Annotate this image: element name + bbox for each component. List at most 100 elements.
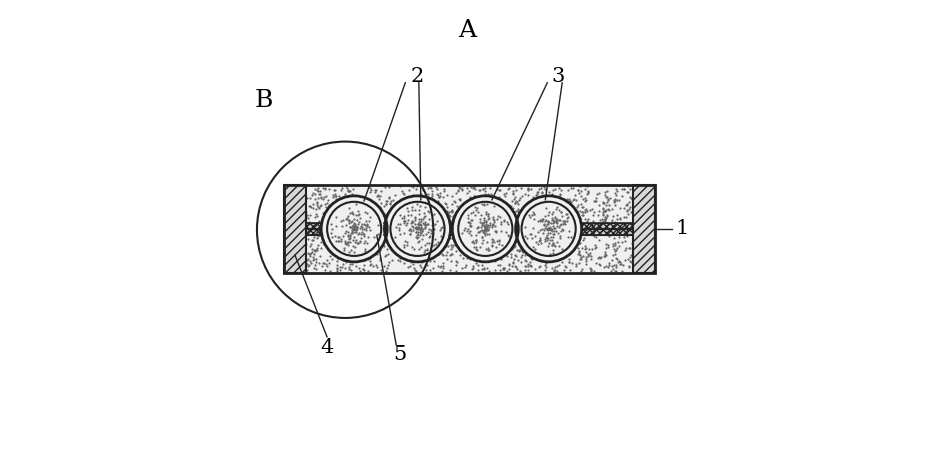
Point <box>434 224 449 232</box>
Point <box>419 231 434 238</box>
Point <box>508 187 523 194</box>
Point <box>598 219 613 227</box>
Point <box>578 258 593 265</box>
Point <box>601 206 616 213</box>
Point <box>553 186 568 193</box>
Point <box>359 243 374 250</box>
Point <box>484 237 499 244</box>
Point <box>400 204 415 211</box>
Point <box>321 186 336 193</box>
Point <box>618 213 633 221</box>
Point <box>507 193 522 200</box>
Point <box>549 263 564 270</box>
Point <box>419 216 434 223</box>
Point <box>361 233 376 241</box>
Point <box>304 223 319 230</box>
Point <box>423 228 439 235</box>
Point <box>560 236 575 243</box>
Point <box>548 214 563 221</box>
Point <box>488 235 503 242</box>
Point <box>362 255 377 262</box>
Point <box>511 229 526 237</box>
Point <box>417 210 432 217</box>
Point <box>345 223 360 231</box>
Point <box>381 224 396 231</box>
Point <box>433 202 448 209</box>
Point <box>342 235 357 242</box>
Point <box>422 225 437 233</box>
Point <box>343 223 358 230</box>
Point <box>466 262 481 269</box>
Point <box>549 203 564 211</box>
Point <box>412 223 427 231</box>
Point <box>303 225 318 232</box>
Point <box>595 205 610 212</box>
Point <box>512 228 527 236</box>
Point <box>362 236 377 243</box>
Circle shape <box>321 196 387 262</box>
Point <box>546 221 561 228</box>
Point <box>534 237 549 244</box>
Point <box>423 229 439 237</box>
Point <box>542 224 557 232</box>
Point <box>432 189 447 197</box>
Point <box>551 230 566 237</box>
Bar <box>285 185 306 273</box>
Point <box>411 224 426 232</box>
Point <box>368 246 383 253</box>
Point <box>328 191 343 198</box>
Point <box>343 261 358 268</box>
Point <box>301 251 316 258</box>
Point <box>506 256 521 263</box>
Point <box>587 233 602 240</box>
Point <box>470 223 485 231</box>
Point <box>411 218 426 225</box>
Point <box>306 255 321 262</box>
Point <box>540 204 555 212</box>
Text: 4: 4 <box>320 338 333 357</box>
Point <box>407 264 422 272</box>
Point <box>549 232 564 239</box>
Point <box>530 207 545 214</box>
Point <box>531 222 546 230</box>
Point <box>571 230 586 237</box>
Point <box>531 239 546 246</box>
Point <box>583 267 598 274</box>
Point <box>420 246 435 253</box>
Point <box>357 239 372 247</box>
Point <box>505 189 520 196</box>
Point <box>497 265 512 273</box>
Point <box>546 228 561 235</box>
Point <box>397 243 412 250</box>
Point <box>453 196 468 203</box>
Point <box>453 223 468 230</box>
Point <box>335 261 350 268</box>
Point <box>450 259 465 266</box>
Point <box>523 230 538 237</box>
Point <box>619 188 634 196</box>
Point <box>545 241 560 248</box>
Bar <box>581 229 654 235</box>
Point <box>353 246 368 253</box>
Point <box>426 210 441 217</box>
Point <box>308 186 323 193</box>
Point <box>401 232 416 239</box>
Point <box>310 202 325 209</box>
Point <box>592 207 607 215</box>
Point <box>555 215 570 222</box>
Point <box>542 225 557 232</box>
Point <box>474 219 489 227</box>
Point <box>359 208 374 216</box>
Point <box>546 236 562 243</box>
Point <box>434 224 449 231</box>
Point <box>622 226 637 233</box>
Point <box>316 259 331 266</box>
Point <box>479 201 494 208</box>
Point <box>401 216 416 223</box>
Point <box>433 262 448 269</box>
Point <box>541 228 556 235</box>
Point <box>406 255 421 262</box>
Point <box>513 247 528 254</box>
Point <box>497 235 512 243</box>
Point <box>486 216 501 223</box>
